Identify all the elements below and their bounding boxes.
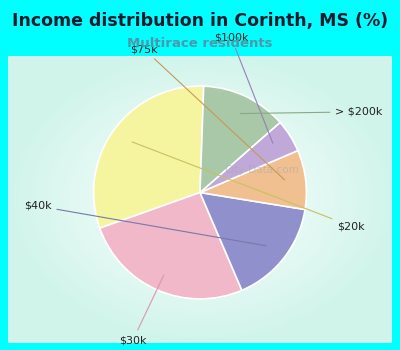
Text: Income distribution in Corinth, MS (%): Income distribution in Corinth, MS (%)	[12, 12, 388, 30]
Wedge shape	[200, 86, 280, 192]
Text: > $200k: > $200k	[240, 107, 383, 117]
Wedge shape	[200, 122, 298, 192]
Wedge shape	[200, 150, 306, 210]
Text: $75k: $75k	[130, 44, 285, 180]
Text: $40k: $40k	[24, 201, 266, 246]
Text: $30k: $30k	[119, 275, 164, 345]
Wedge shape	[200, 193, 305, 290]
Wedge shape	[94, 86, 204, 228]
Text: $100k: $100k	[214, 33, 273, 143]
Text: City-Data.com: City-Data.com	[224, 165, 299, 175]
Wedge shape	[100, 193, 242, 299]
Text: $20k: $20k	[132, 142, 365, 231]
Text: Multirace residents: Multirace residents	[127, 37, 273, 50]
